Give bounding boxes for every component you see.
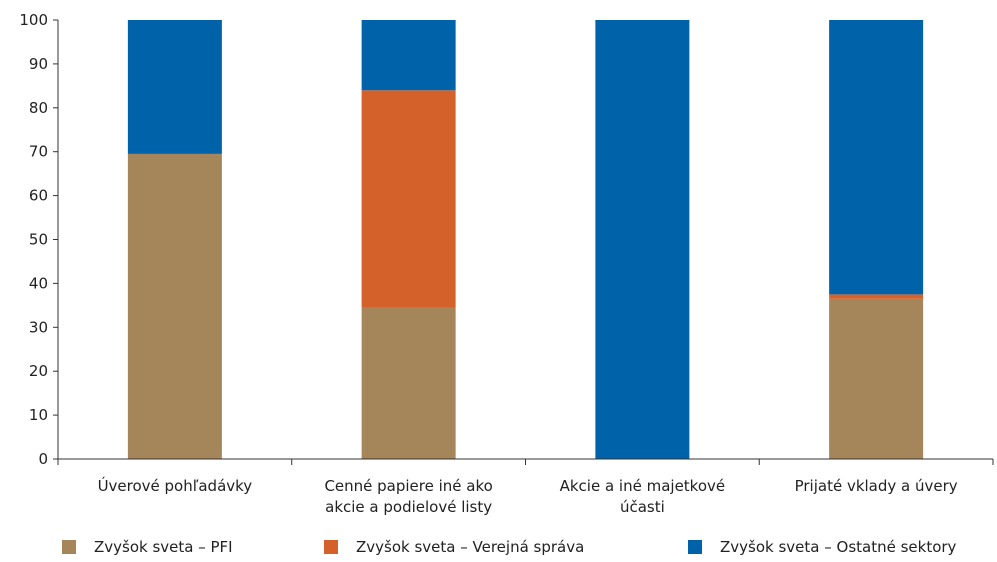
y-tick-label: 80 <box>29 99 48 117</box>
legend-swatch-verejna-sprava <box>324 540 338 554</box>
bar-segment-3 <box>595 20 690 459</box>
legend: Zvyšok sveta – PFI Zvyšok sveta – Verejn… <box>0 538 997 562</box>
x-category-label: akcie a podielové listy <box>325 498 492 516</box>
bar-segment-2 <box>829 294 924 299</box>
y-tick-label: 60 <box>29 187 48 205</box>
y-tick-label: 90 <box>29 55 48 73</box>
legend-swatch-pfi <box>62 540 76 554</box>
bar-segment-3 <box>127 20 222 154</box>
y-tick-label: 50 <box>29 231 48 249</box>
bar-segment-2 <box>361 90 456 308</box>
x-category-label: Cenné papiere iné ako <box>324 477 492 495</box>
x-category-label: Akcie a iné majetkové <box>560 477 726 495</box>
bar-segment-3 <box>829 20 924 295</box>
y-tick-label: 20 <box>29 362 48 380</box>
stacked-bar-chart: 0 10 20 30 40 50 60 70 80 90 100 Úverové pohľadávk… <box>19 11 994 516</box>
legend-item-ostatne-sektory: Zvyšok sveta – Ostatné sektory <box>688 538 956 556</box>
x-category-label: Prijaté vklady a úvery <box>795 477 958 495</box>
y-tick-label: 10 <box>29 406 48 424</box>
bar-segment-1 <box>127 153 222 459</box>
y-tick-label: 0 <box>38 450 48 468</box>
x-category-label: účasti <box>620 498 665 516</box>
legend-item-verejna-sprava: Zvyšok sveta – Verejná správa <box>324 538 584 556</box>
bar-segment-3 <box>361 20 456 91</box>
legend-swatch-ostatne-sektory <box>688 540 702 554</box>
bar-segment-1 <box>829 298 924 459</box>
bar-segment-1 <box>361 307 456 459</box>
x-category-label: Úverové pohľadávky <box>98 476 253 495</box>
y-tick-label: 70 <box>29 143 48 161</box>
bars-group <box>127 20 924 459</box>
x-axis: Úverové pohľadávky Cenné papiere iné ako a… <box>57 458 994 516</box>
y-tick-label: 40 <box>29 274 48 292</box>
legend-item-pfi: Zvyšok sveta – PFI <box>62 538 233 556</box>
legend-label-verejna-sprava: Zvyšok sveta – Verejná správa <box>356 538 585 556</box>
legend-label-pfi: Zvyšok sveta – PFI <box>94 538 233 556</box>
y-tick-label: 100 <box>19 11 48 29</box>
legend-label-ostatne-sektory: Zvyšok sveta – Ostatné sektory <box>720 538 957 556</box>
y-axis: 0 10 20 30 40 50 60 70 80 90 100 <box>19 11 59 468</box>
y-tick-label: 30 <box>29 318 48 336</box>
